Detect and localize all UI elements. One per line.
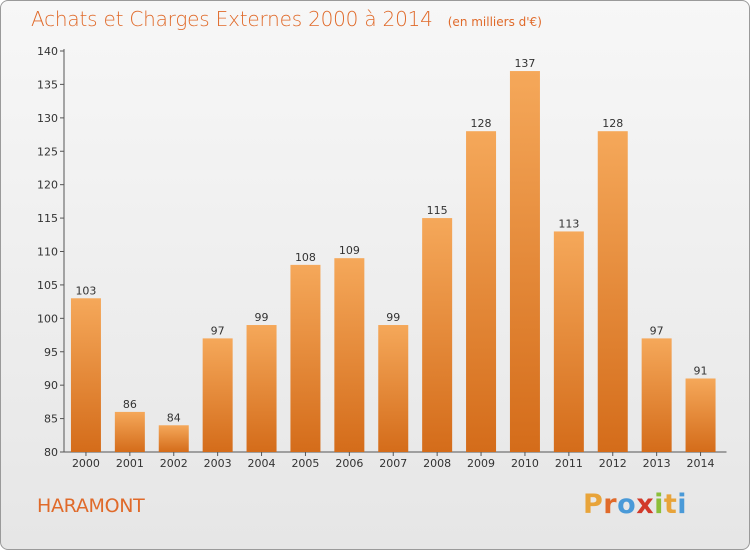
bar-value-label: 86	[123, 398, 137, 411]
bar	[158, 425, 189, 452]
x-tick-label: 2000	[72, 457, 100, 470]
bar-value-label: 115	[427, 204, 448, 217]
y-tick-label: 135	[37, 78, 58, 91]
y-tick-label: 140	[37, 45, 58, 58]
y-tick-label: 110	[37, 246, 58, 259]
bar-value-label: 97	[650, 324, 664, 337]
bar-value-label: 128	[602, 117, 623, 130]
x-tick-label: 2011	[555, 457, 583, 470]
y-tick-label: 130	[37, 112, 58, 125]
y-tick-label: 90	[44, 379, 58, 392]
y-tick-label: 125	[37, 145, 58, 158]
y-tick-label: 95	[44, 346, 58, 359]
chart-title: Achats et Charges Externes 2000 à 2014 (…	[31, 7, 542, 31]
y-tick-label: 85	[44, 413, 58, 426]
x-tick-label: 2013	[643, 457, 671, 470]
bar	[641, 338, 672, 452]
logo-letter: x	[636, 489, 655, 520]
bar	[290, 264, 321, 452]
bar-value-label: 137	[514, 57, 535, 70]
bar-value-label: 84	[167, 411, 181, 424]
bar	[685, 378, 716, 452]
x-tick-label: 2008	[423, 457, 451, 470]
bar	[422, 218, 453, 452]
y-tick-label: 120	[37, 179, 58, 192]
x-tick-label: 2004	[248, 457, 276, 470]
x-tick-label: 2002	[160, 457, 188, 470]
bar-value-label: 128	[471, 117, 492, 130]
bar	[70, 298, 101, 452]
bar-value-label: 108	[295, 251, 316, 264]
proxiti-logo: Proxiti	[583, 489, 687, 520]
bar-value-label: 113	[558, 217, 579, 230]
chart-title-text: Achats et Charges Externes 2000 à 2014	[31, 7, 433, 31]
bar	[114, 411, 145, 452]
bar	[246, 325, 277, 452]
logo-letter: o	[617, 489, 637, 520]
x-tick-label: 2012	[599, 457, 627, 470]
logo-letter: i	[677, 489, 688, 520]
bar	[466, 131, 497, 452]
chart-unit-note: (en milliers d'€)	[447, 15, 542, 29]
bar	[378, 325, 409, 452]
x-tick-label: 2003	[204, 457, 232, 470]
logo-letter: P	[583, 489, 604, 520]
y-tick-label: 80	[44, 446, 58, 459]
bar-value-label: 103	[75, 284, 96, 297]
y-tick-label: 115	[37, 212, 58, 225]
y-tick-label: 100	[37, 312, 58, 325]
bar-value-label: 109	[339, 244, 360, 257]
x-tick-label: 2007	[379, 457, 407, 470]
y-tick-label: 105	[37, 279, 58, 292]
x-tick-label: 2001	[116, 457, 144, 470]
bar-value-label: 97	[211, 324, 225, 337]
logo-letter: t	[663, 489, 678, 520]
x-tick-label: 2014	[687, 457, 715, 470]
bar-value-label: 99	[386, 311, 400, 324]
logo-letter: i	[654, 489, 664, 520]
bar	[202, 338, 233, 452]
bar	[553, 231, 584, 452]
bar	[334, 258, 365, 452]
bar	[509, 71, 540, 453]
x-tick-label: 2006	[335, 457, 363, 470]
bar-value-label: 99	[255, 311, 269, 324]
bar	[597, 131, 628, 452]
town-name: HARAMONT	[37, 495, 145, 517]
x-tick-label: 2009	[467, 457, 495, 470]
x-tick-label: 2010	[511, 457, 539, 470]
bar-value-label: 91	[694, 364, 708, 377]
logo-letter: r	[603, 489, 618, 520]
x-tick-label: 2005	[291, 457, 319, 470]
